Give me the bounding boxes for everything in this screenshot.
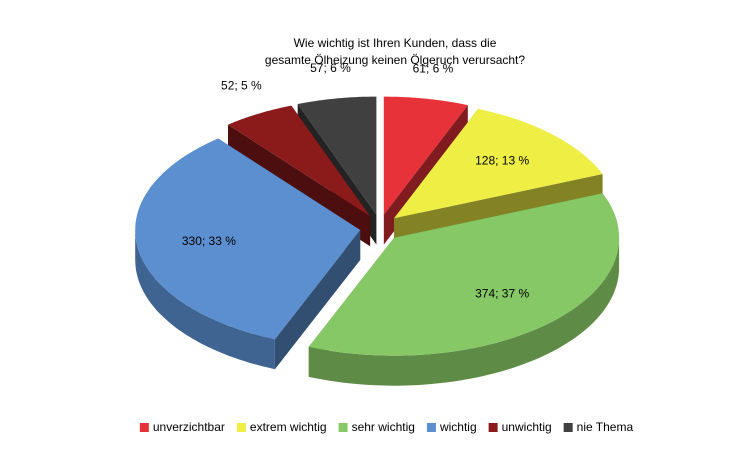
slice-top: [394, 108, 603, 219]
legend: unverzichtbar extrem wichtig sehr wichtig w…: [139, 420, 634, 434]
legend-label: extrem wichtig: [250, 420, 327, 434]
legend-swatch: [338, 423, 348, 432]
data-label: 374; 37 %: [475, 287, 529, 301]
legend-swatch: [236, 423, 246, 432]
data-label: 52; 5 %: [221, 79, 262, 93]
data-label: 330; 33 %: [182, 234, 236, 248]
legend-label: unverzichtbar: [153, 420, 225, 434]
slice-top: [228, 105, 371, 217]
chart-title: gesamte Ölheizung keinen Ölgeruch verurs…: [265, 53, 525, 67]
slice-side: [274, 230, 361, 370]
slice: [135, 138, 361, 370]
slice-wall: [308, 237, 620, 386]
slice-wall: [135, 230, 275, 370]
data-label: 61; 6 %: [413, 62, 454, 76]
data-label: 128; 13 %: [475, 154, 529, 168]
legend-swatch: [488, 423, 498, 432]
data-label: 57; 6 %: [310, 61, 351, 75]
chart-title: Wie wichtig ist Ihren Kunden, dass die: [294, 36, 497, 50]
legend-label: sehr wichtig: [352, 420, 415, 434]
legend-swatch: [426, 423, 436, 432]
legend-label: nie Thema: [577, 420, 634, 434]
legend-label: wichtig: [439, 420, 477, 434]
slice-top: [308, 193, 620, 356]
legend-label: unwichtig: [502, 420, 552, 434]
slice-top: [383, 96, 468, 215]
legend-swatch: [139, 423, 149, 432]
slice: [308, 193, 620, 386]
slice-top: [297, 96, 377, 215]
slice-top: [135, 138, 361, 340]
legend-swatch: [563, 423, 573, 432]
